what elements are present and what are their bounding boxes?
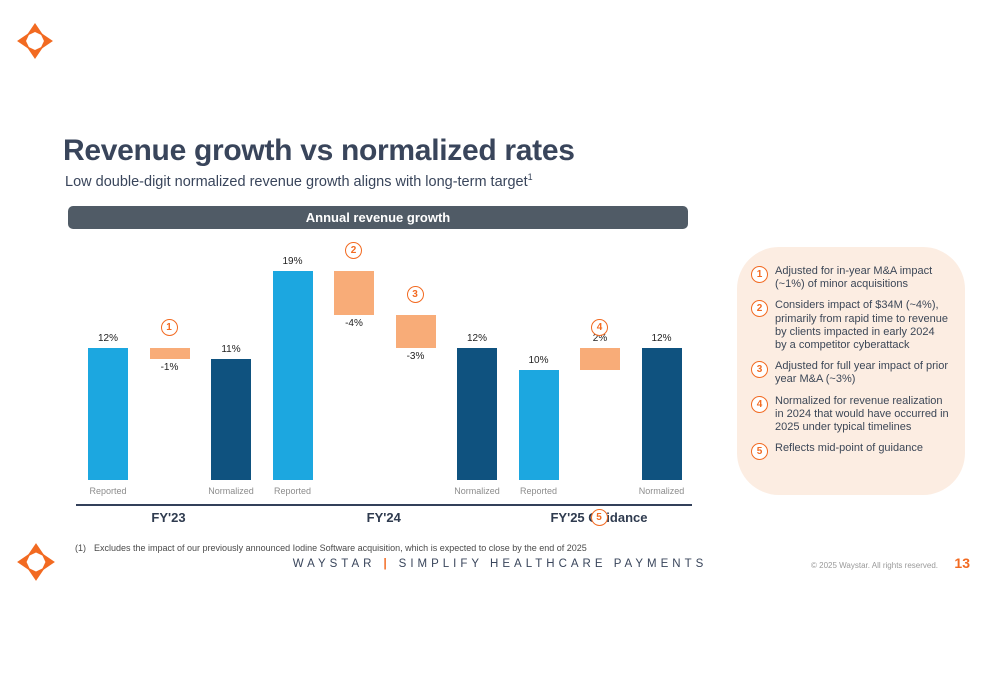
chart-area: 12% Reported -1% 1 11% Normalized FY'23 19% Repo… — [68, 240, 700, 535]
bar-value-label: 2% — [592, 333, 608, 344]
chart-bar — [334, 271, 374, 315]
annotation-circle: 2 — [345, 242, 362, 259]
chart-bar — [395, 315, 436, 348]
footer-tagline: SIMPLIFY HEALTHCARE PAYMENTS — [398, 558, 708, 570]
chart-bar — [641, 348, 682, 480]
copyright: © 2025 Waystar. All rights reserved. — [811, 561, 938, 570]
subtitle-text: Low double-digit normalized revenue grow… — [65, 173, 528, 190]
callout-item: 2 Considers impact of $34M (~4%), primari… — [751, 299, 949, 352]
annotation-circle: 3 — [751, 361, 768, 379]
group-label: FY'24 — [261, 510, 508, 525]
annotation-circle: 1 — [751, 266, 768, 283]
chart-bar — [580, 348, 620, 370]
bar-axis-label: Normalized — [208, 486, 254, 496]
bar-axis-label: Normalized — [454, 486, 500, 496]
footnote: (1) Excludes the impact of our previously… — [75, 543, 587, 553]
callout-text: Considers impact of $34M (~4%), primaril… — [775, 299, 949, 351]
group-label-text: FY'23 — [151, 510, 186, 525]
page-number: 13 — [954, 555, 970, 571]
bar-value-label: -4% — [345, 318, 363, 329]
chart-bar — [211, 359, 251, 480]
group-axis-line — [506, 504, 692, 506]
group-axis-line — [76, 504, 261, 506]
bar-value-label: 12% — [97, 333, 118, 344]
chart-title-banner: Annual revenue growth — [68, 206, 688, 229]
chart-bar — [149, 348, 190, 359]
annotation-circle: 4 — [751, 395, 768, 413]
waystar-logo-icon — [16, 542, 56, 582]
callout-item: 4 Normalized for revenue realization in 2… — [751, 395, 949, 435]
bar-value-label: 11% — [221, 344, 241, 355]
waystar-logo-icon — [16, 22, 54, 60]
callout-text: Adjusted for full year impact of prior y… — [775, 360, 949, 386]
footer: WAYSTAR | SIMPLIFY HEALTHCARE PAYMENTS — [0, 558, 1000, 570]
chart-bar — [272, 271, 313, 480]
callout-box: 1 Adjusted for in-year M&A impact (~1%) o… — [737, 247, 965, 495]
chart-bar — [457, 348, 497, 480]
footer-brand: WAYSTAR — [292, 558, 376, 570]
annotation-circle: 5 — [590, 509, 608, 526]
group-label: FY'23 — [76, 510, 261, 525]
bar-axis-label: Reported — [273, 486, 312, 496]
page-subtitle: Low double-digit normalized revenue grow… — [65, 172, 533, 190]
bar-axis-label: Reported — [519, 486, 558, 496]
callout-list: 1 Adjusted for in-year M&A impact (~1%) o… — [751, 265, 949, 461]
footer-separator: | — [383, 558, 391, 570]
callout-item: 5 Reflects mid-point of guidance — [751, 442, 949, 461]
chart-bar — [88, 348, 128, 480]
group-label: FY'25 Guidance 5 — [507, 509, 692, 526]
annotation-circle: 4 — [591, 319, 608, 336]
annotation-circle: 5 — [751, 443, 768, 461]
bar-value-label: -1% — [160, 362, 179, 373]
bar-value-label: 10% — [528, 355, 549, 366]
callout-item: 3 Adjusted for full year impact of prior … — [751, 360, 949, 386]
footnote-text: Excludes the impact of our previously an… — [94, 543, 587, 553]
callout-text: Reflects mid-point of guidance — [775, 442, 923, 455]
group-label-text: FY'24 — [366, 510, 401, 525]
callout-text: Normalized for revenue realization in 20… — [775, 394, 949, 433]
bar-value-label: 19% — [282, 256, 303, 267]
bar-axis-label: Normalized — [638, 486, 685, 496]
annotation-circle: 1 — [160, 319, 178, 336]
callout-item: 1 Adjusted for in-year M&A impact (~1%) o… — [751, 265, 949, 291]
group-axis-line — [260, 504, 507, 506]
subtitle-footnote-ref: 1 — [527, 172, 533, 182]
bar-value-label: -3% — [406, 351, 425, 362]
bar-axis-label: Reported — [89, 486, 127, 496]
bar-value-label: 12% — [651, 333, 672, 344]
page-title: Revenue growth vs normalized rates — [63, 134, 575, 167]
chart-bar — [518, 370, 559, 480]
bar-value-label: 12% — [466, 333, 487, 344]
callout-text: Adjusted for in-year M&A impact (~1%) of… — [775, 265, 933, 291]
footnote-marker: (1) — [75, 543, 86, 553]
annotation-circle: 3 — [406, 286, 424, 303]
annotation-circle: 2 — [751, 300, 768, 318]
